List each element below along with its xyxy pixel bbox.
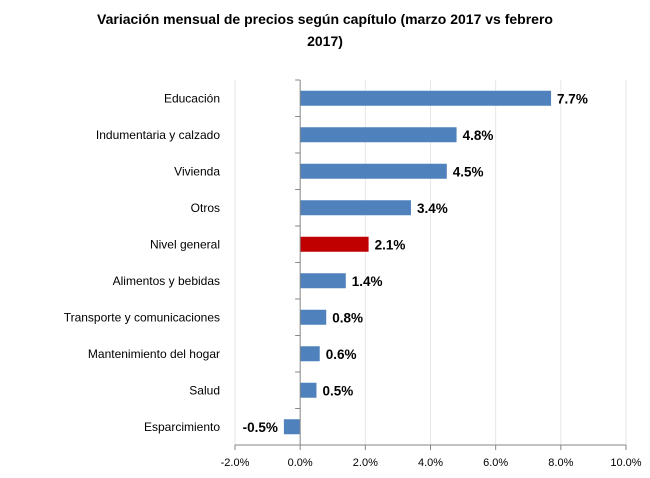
bar <box>300 346 320 362</box>
x-tick-label: -2.0% <box>221 457 250 469</box>
bar <box>300 382 317 398</box>
category-label: Vivienda <box>174 164 220 178</box>
x-tick-label: 6.0% <box>483 457 508 469</box>
x-tick-label: 4.0% <box>418 457 443 469</box>
category-label: Transporte y comunicaciones <box>64 310 220 324</box>
bar <box>300 127 457 143</box>
x-tick-label: 10.0% <box>610 457 641 469</box>
x-tick-label: 2.0% <box>353 457 378 469</box>
bar <box>300 236 369 252</box>
bar <box>300 90 552 106</box>
data-label: 2.1% <box>375 237 406 252</box>
x-tick-label: 0.0% <box>288 457 313 469</box>
data-label: 7.7% <box>557 91 588 106</box>
category-label: Esparcimiento <box>144 420 220 434</box>
data-label: 1.4% <box>352 274 383 289</box>
x-tick-label: 8.0% <box>548 457 573 469</box>
category-label: Nivel general <box>150 237 220 251</box>
bar <box>300 200 411 216</box>
bar <box>300 163 447 179</box>
data-label: -0.5% <box>243 420 278 435</box>
category-label: Salud <box>189 383 220 397</box>
category-label: Otros <box>191 201 220 215</box>
data-label: 3.4% <box>417 201 448 216</box>
bar <box>300 309 327 325</box>
data-label: 4.5% <box>453 164 484 179</box>
data-label: 0.8% <box>332 310 363 325</box>
category-label: Mantenimiento del hogar <box>88 347 220 361</box>
category-label: Indumentaria y calzado <box>96 128 220 142</box>
chart-title-line-2: 2017) <box>307 33 343 49</box>
data-label: 4.8% <box>463 128 494 143</box>
category-label: Educación <box>164 91 220 105</box>
bar <box>300 273 346 289</box>
data-label: 0.6% <box>326 347 357 362</box>
chart-title-line-1: Variación mensual de precios según capít… <box>97 11 553 27</box>
bar <box>283 419 301 435</box>
data-label: 0.5% <box>322 383 353 398</box>
category-label: Alimentos y bebidas <box>113 274 220 288</box>
